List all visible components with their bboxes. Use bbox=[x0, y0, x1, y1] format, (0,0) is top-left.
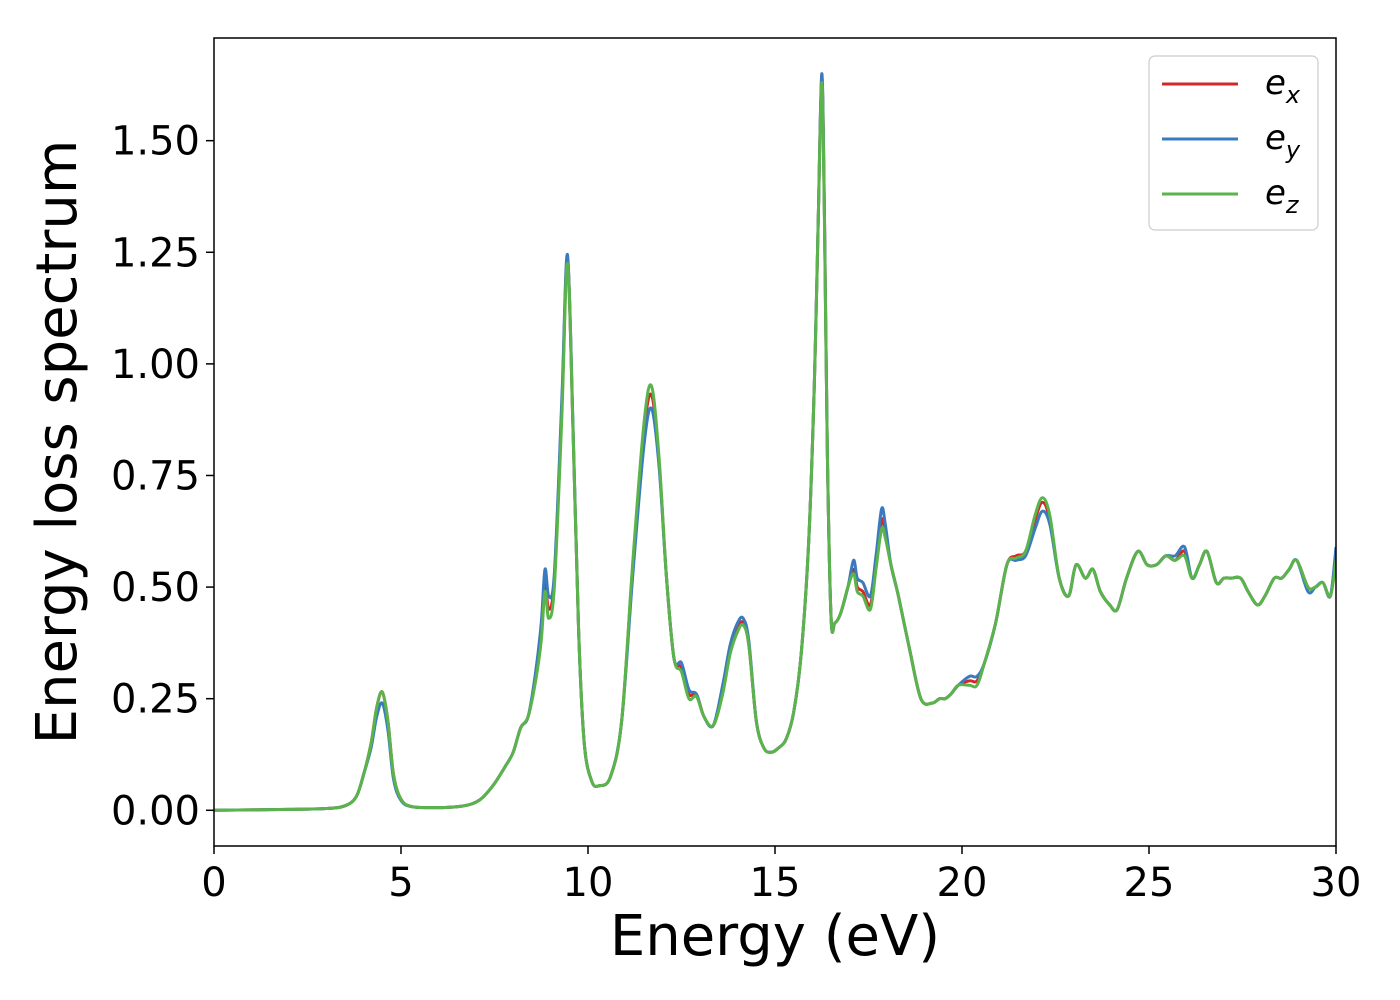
legend: ex ey ez bbox=[1148, 55, 1319, 231]
legend-label-ex: ex bbox=[1265, 63, 1301, 109]
x-tick-label: 25 bbox=[1124, 860, 1175, 906]
x-tick-label: 5 bbox=[388, 860, 413, 906]
legend-label-ez: ez bbox=[1265, 173, 1300, 219]
x-tick-label: 30 bbox=[1311, 860, 1362, 906]
x-tick-label: 10 bbox=[563, 860, 614, 906]
series-layer bbox=[214, 72, 1336, 812]
y-tick-label: 0.25 bbox=[111, 677, 200, 723]
y-tick-label: 0.00 bbox=[111, 788, 200, 834]
x-tick-label: 0 bbox=[201, 860, 226, 906]
legend-box bbox=[1148, 55, 1319, 231]
x-axis-ticks: 0 5 10 15 20 25 30 bbox=[201, 846, 1361, 906]
y-tick-label: 0.75 bbox=[111, 453, 200, 499]
y-axis-title: Energy loss spectrum bbox=[25, 140, 90, 745]
y-tick-label: 1.50 bbox=[111, 119, 200, 165]
x-tick-label: 15 bbox=[750, 860, 801, 906]
x-tick-label: 20 bbox=[937, 860, 988, 906]
y-axis-ticks: 0.00 0.25 0.50 0.75 1.00 1.25 1.50 bbox=[111, 119, 214, 834]
y-tick-label: 0.50 bbox=[111, 565, 200, 611]
legend-label-ey: ey bbox=[1265, 118, 1301, 164]
y-tick-label: 1.00 bbox=[111, 342, 200, 388]
series-line-ez bbox=[214, 81, 1336, 812]
y-tick-label: 1.25 bbox=[111, 230, 200, 276]
x-axis-title: Energy (eV) bbox=[610, 904, 940, 969]
